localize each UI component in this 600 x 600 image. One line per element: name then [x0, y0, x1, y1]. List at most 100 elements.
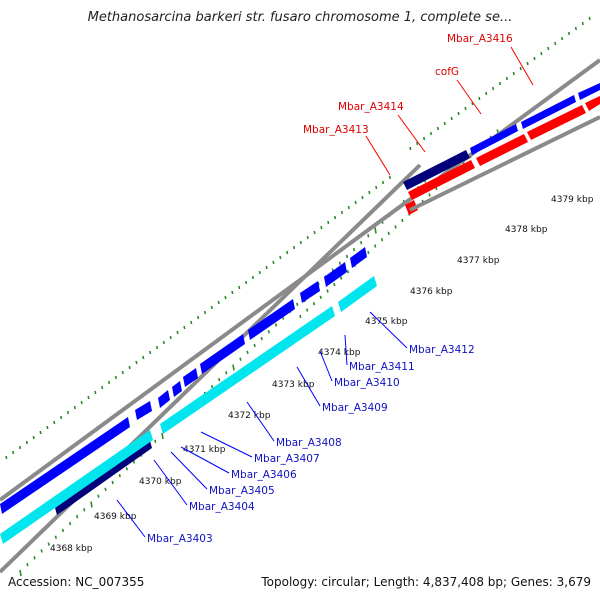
scale-tick	[374, 244, 377, 248]
gene-label[interactable]: Mbar_A3413	[303, 124, 369, 136]
gene-label[interactable]: Mbar_A3407	[254, 453, 320, 465]
scale-tick	[267, 330, 270, 334]
scale-tick	[253, 343, 256, 348]
scale-tick	[33, 556, 36, 560]
gene-leader-line	[344, 334, 348, 366]
gene-label[interactable]: Mbar_A3414	[338, 101, 404, 113]
scale-tick	[66, 410, 70, 415]
scale-tick	[121, 370, 124, 375]
scale-tick	[12, 450, 15, 455]
reverse-gene-block	[248, 299, 295, 340]
scale-tick	[60, 415, 63, 420]
scale-tick	[394, 225, 397, 229]
scale-tick	[231, 290, 234, 295]
forward-strand-genes	[403, 83, 600, 215]
scale-tick	[125, 467, 128, 471]
gene-label[interactable]: cofG	[435, 66, 459, 78]
scale-tick	[135, 360, 138, 365]
gene-leader-line	[510, 46, 534, 86]
reverse-gene-block	[0, 417, 130, 514]
scale-tick	[347, 205, 350, 210]
reverse-gene-block	[135, 401, 152, 420]
scale-tick	[312, 302, 316, 306]
scale-tick	[258, 270, 261, 275]
scale-tick	[436, 126, 439, 131]
scale-tick	[107, 380, 111, 385]
scale-tick	[104, 487, 107, 491]
scale-tick	[409, 146, 412, 151]
scale-tick	[73, 405, 76, 410]
reverse-gene-block	[200, 334, 245, 374]
scale-tick	[512, 71, 515, 76]
reverse-gene-block	[158, 390, 170, 408]
scale-tick	[333, 282, 336, 287]
orf-block	[0, 430, 153, 544]
scale-tick	[540, 51, 543, 56]
scale-tick	[478, 96, 481, 101]
scale-tick	[190, 320, 193, 325]
scale-tick	[260, 336, 263, 341]
scale-tick	[40, 549, 43, 553]
scale-tick	[149, 350, 152, 355]
scale-tick	[94, 390, 97, 395]
scale-tick	[519, 66, 522, 71]
scale-tick	[132, 460, 136, 464]
forward-gene-block	[408, 160, 475, 200]
scale-tick	[416, 141, 419, 146]
scale-tick	[101, 385, 104, 390]
scale-tick	[183, 325, 186, 330]
tick-row-outer	[5, 175, 391, 460]
forward-gene-block	[476, 134, 528, 166]
scale-tick	[274, 323, 278, 327]
scale-tick	[232, 364, 235, 371]
gene-label[interactable]: Mbar_A3410	[334, 377, 400, 389]
scale-tick	[97, 494, 100, 498]
accession-label: Accession: NC_007355	[8, 575, 145, 589]
scale-tick	[492, 86, 495, 91]
reverse-gene-block	[172, 381, 182, 397]
gene-label[interactable]: Mbar_A3404	[189, 501, 255, 513]
gene-labels: Mbar_A3413 Mbar_A3414 cofG Mbar_A3416 Mbar_A…	[116, 33, 534, 545]
scale-tick	[155, 345, 159, 350]
scale-tick	[76, 515, 79, 519]
scale-tick	[368, 190, 371, 195]
gene-label[interactable]: Mbar_A3408	[276, 437, 342, 449]
scale-tick	[361, 195, 364, 200]
gene-label[interactable]: Mbar_A3412	[409, 344, 475, 356]
scale-tick	[367, 250, 370, 255]
scale-tick	[338, 261, 341, 265]
forward-gene-block	[403, 150, 470, 190]
scale-tick	[5, 455, 8, 460]
scale-tick	[588, 16, 591, 21]
map-title: Methanosarcina barkeri str. fusaro chrom…	[87, 10, 513, 25]
gene-label[interactable]: Mbar_A3403	[147, 533, 213, 545]
scale-tick	[367, 234, 370, 238]
gene-leader-line	[365, 135, 391, 176]
scale-tick	[296, 302, 299, 307]
orf-track	[0, 276, 377, 544]
scale-tick	[176, 330, 179, 335]
gene-label[interactable]: Mbar_A3406	[231, 469, 297, 481]
scale-tick	[47, 542, 50, 546]
gene-label[interactable]: Mbar_A3416	[447, 33, 513, 45]
scale-tick	[203, 310, 207, 315]
scale-tick	[574, 26, 577, 31]
forward-gene-block	[527, 105, 586, 140]
scale-tick	[443, 121, 446, 126]
scale-label: 4372 kbp	[228, 411, 271, 421]
scale-tick	[286, 250, 289, 255]
scale-tick	[346, 270, 350, 274]
scale-tick	[299, 314, 302, 319]
gene-label[interactable]: Mbar_A3409	[322, 402, 388, 414]
scale-tick	[334, 215, 337, 220]
scale-tick	[197, 315, 200, 320]
scale-tick	[374, 227, 377, 234]
scale-tick	[526, 61, 529, 66]
gene-label[interactable]: Mbar_A3411	[349, 361, 415, 373]
scale-label: 4378 kbp	[505, 225, 548, 235]
scale-tick	[265, 265, 268, 270]
backbone-upper	[409, 115, 600, 212]
scale-tick	[279, 255, 282, 260]
gene-label[interactable]: Mbar_A3405	[209, 485, 275, 497]
